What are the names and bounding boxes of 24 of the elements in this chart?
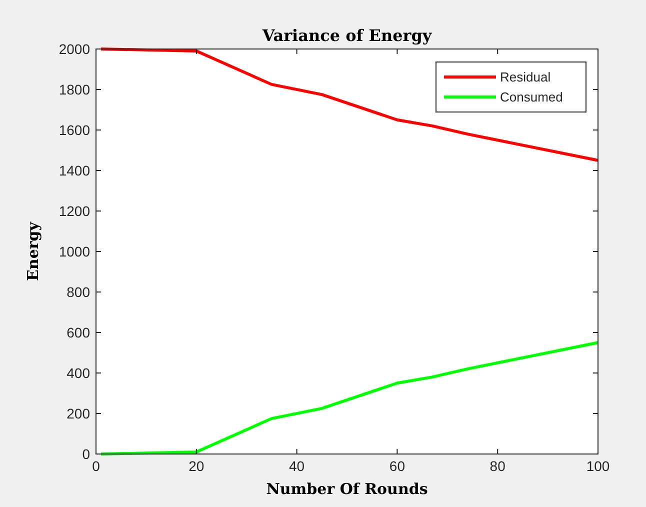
y-tick-label: 800 bbox=[66, 284, 90, 300]
y-tick-label: 600 bbox=[66, 324, 90, 340]
y-tick-label: 400 bbox=[66, 364, 90, 381]
x-tick-label: 40 bbox=[289, 458, 305, 474]
y-tick-label: 200 bbox=[66, 405, 90, 422]
y-tick-label: 2000 bbox=[58, 40, 90, 57]
x-tick-label: 100 bbox=[586, 458, 610, 474]
y-tick-label: 1200 bbox=[58, 202, 90, 219]
x-tick-label: 0 bbox=[92, 458, 100, 474]
legend-label: Consumed bbox=[500, 90, 563, 105]
y-tick-label: 1000 bbox=[58, 243, 90, 260]
y-tick-label: 1400 bbox=[58, 162, 90, 178]
y-axis-title: Energy bbox=[24, 220, 42, 281]
x-tick-label: 20 bbox=[188, 458, 204, 474]
x-axis-title: Number Of Rounds bbox=[266, 480, 428, 498]
x-tick-label: 60 bbox=[389, 458, 406, 474]
x-tick-label: 80 bbox=[490, 458, 506, 474]
y-tick-label: 1800 bbox=[58, 81, 90, 98]
chart-title: Variance of Energy bbox=[261, 26, 432, 45]
line-series bbox=[100, 48, 600, 162]
line-series bbox=[100, 341, 600, 456]
y-tick-label: 0 bbox=[82, 446, 90, 462]
legend-label: Residual bbox=[500, 70, 551, 85]
y-tick-label: 1600 bbox=[58, 122, 90, 138]
